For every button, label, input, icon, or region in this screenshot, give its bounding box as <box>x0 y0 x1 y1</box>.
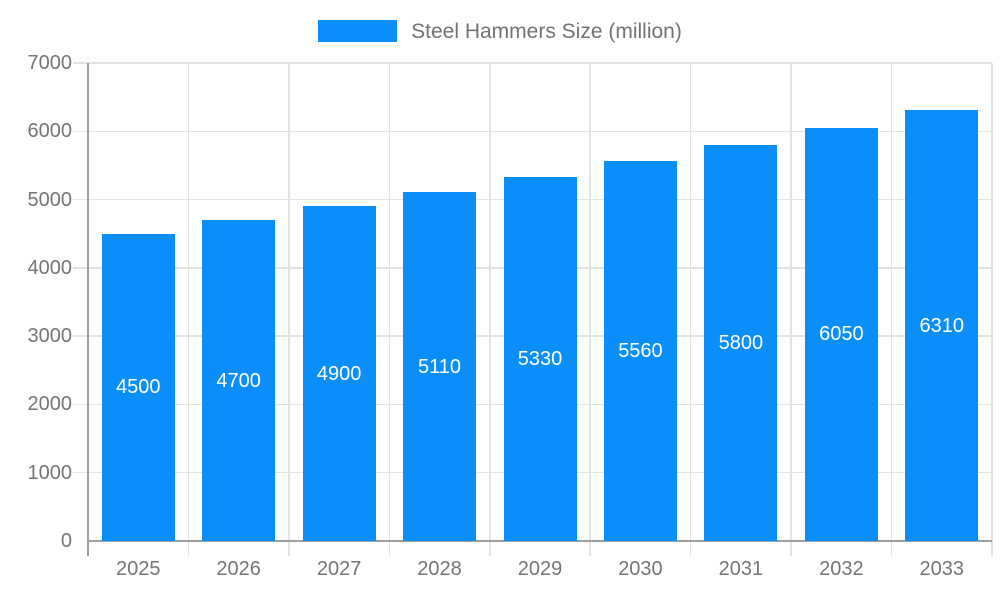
legend-swatch <box>318 20 398 42</box>
gridline-vertical <box>589 63 591 556</box>
bar-2029[interactable]: 5330 <box>503 177 577 541</box>
bar-value-label: 4500 <box>115 376 161 399</box>
bar-2025[interactable]: 4500 <box>101 233 175 541</box>
legend-label: Steel Hammers Size (million) <box>411 19 682 43</box>
bar-2032[interactable]: 6050 <box>804 127 878 541</box>
gridline-vertical <box>388 63 391 556</box>
x-tick-label: 2030 <box>618 558 663 580</box>
bar-value-label: 4700 <box>216 369 261 392</box>
y-axis-line <box>87 63 89 556</box>
y-tick-label: 1000 <box>27 461 73 484</box>
x-tick-label: 2032 <box>819 558 864 580</box>
x-tick-label: 2025 <box>115 558 161 580</box>
gridline-vertical <box>790 63 792 556</box>
gridline-vertical <box>689 63 692 556</box>
bar-2031[interactable]: 5800 <box>704 144 778 541</box>
gridline-vertical <box>288 63 290 556</box>
bar-value-label: 6050 <box>819 323 864 346</box>
x-axis-line <box>88 540 992 542</box>
plot-area[interactable]: 4500 4700 4900 5110 5330 5560 5800 6050 6310 <box>73 62 993 556</box>
y-tick-label: 4000 <box>27 256 73 279</box>
x-tick-label: 2029 <box>517 558 563 580</box>
gridline-vertical <box>991 63 993 556</box>
bar-value-label: 4900 <box>316 362 362 385</box>
y-tick-label: 0 <box>60 530 72 552</box>
bar-2026[interactable]: 4700 <box>202 220 276 541</box>
gridline-vertical <box>890 63 893 556</box>
gridline-vertical <box>187 63 190 556</box>
x-tick-label: 2033 <box>919 558 965 580</box>
bar-value-label: 5560 <box>618 340 663 363</box>
y-tick-label: 3000 <box>27 325 73 348</box>
x-tick-label: 2026 <box>216 558 261 580</box>
gridline-horizontal <box>73 62 992 64</box>
bar-2027[interactable]: 4900 <box>302 206 376 541</box>
bar-value-label: 5330 <box>517 348 563 371</box>
bar-value-label: 6310 <box>919 314 965 337</box>
bar-2028[interactable]: 5110 <box>403 192 477 541</box>
x-tick-label: 2028 <box>417 558 462 580</box>
gridline-horizontal <box>73 130 992 133</box>
bar-2033[interactable]: 6310 <box>905 110 979 541</box>
y-tick-label: 6000 <box>27 120 73 143</box>
y-tick-label: 2000 <box>27 393 73 416</box>
bar-value-label: 5800 <box>718 331 764 354</box>
legend-item[interactable]: Steel Hammers Size (million) <box>0 20 1000 42</box>
bar-2030[interactable]: 5560 <box>603 161 677 541</box>
y-tick-label: 5000 <box>27 188 73 211</box>
bar-value-label: 5110 <box>418 355 462 378</box>
y-tick-label: 7000 <box>27 52 73 74</box>
x-tick-label: 2027 <box>316 558 362 580</box>
gridline-vertical <box>489 63 491 556</box>
x-tick-label: 2031 <box>718 558 764 580</box>
